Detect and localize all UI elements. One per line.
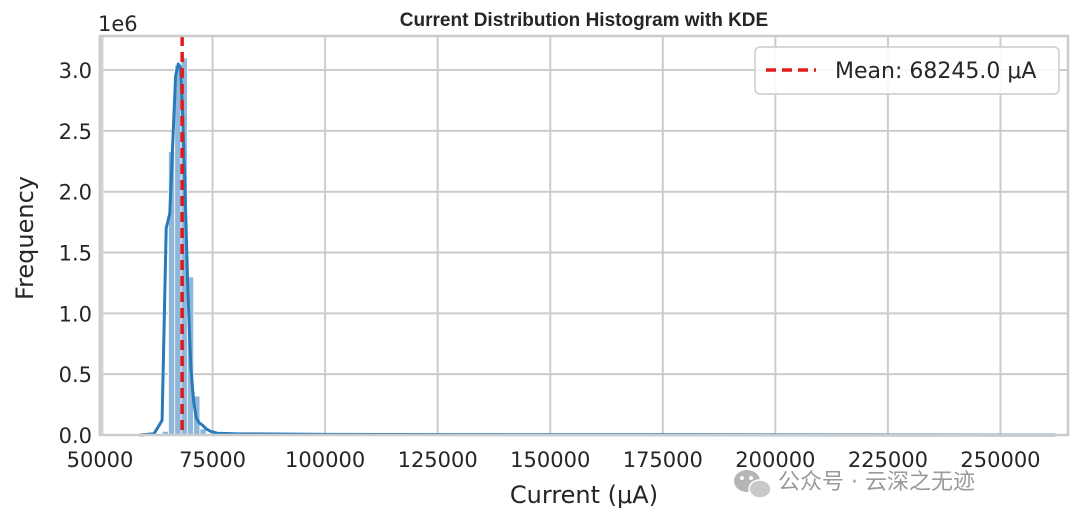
chart-title: Current Distribution Histogram with KDE — [400, 10, 768, 31]
y-axis-label: Frequency — [11, 176, 39, 300]
y-tick-label: 1.5 — [59, 242, 92, 266]
y-tick-label: 3.0 — [59, 59, 92, 83]
y-tick-label: 2.5 — [59, 120, 92, 144]
x-tick-label: 150000 — [510, 448, 590, 472]
y-tick-label: 2.0 — [59, 181, 92, 205]
legend: Mean: 68245.0 μA — [754, 46, 1060, 95]
x-tick-label: 75000 — [179, 448, 246, 472]
y-tick-label: 0.5 — [59, 363, 92, 387]
y-axis-ticks: 0.0 0.5 1.0 1.5 2.0 2.5 3.0 — [59, 59, 92, 448]
legend-mean-label: Mean: 68245.0 μA — [835, 59, 1036, 84]
x-tick-label: 50000 — [67, 448, 134, 472]
plot-frame — [98, 34, 1070, 437]
histogram-bar — [174, 64, 182, 436]
kde-line — [139, 62, 1056, 437]
y-tick-label: 0.0 — [59, 424, 92, 448]
y-tick-label: 1.0 — [59, 302, 92, 326]
kde-layer — [139, 62, 1056, 437]
x-tick-label: 250000 — [960, 448, 1040, 472]
watermark: 公众号 · 云深之无迹 — [734, 470, 975, 499]
x-tick-label: 125000 — [398, 448, 478, 472]
legend-box — [754, 46, 1060, 95]
x-axis-label: Current (μA) — [510, 481, 658, 509]
x-tick-label: 200000 — [735, 448, 815, 472]
x-tick-label: 225000 — [848, 448, 928, 472]
grid — [100, 36, 1068, 435]
y-offset-label: 1e6 — [98, 12, 138, 36]
wechat-icon — [734, 470, 772, 499]
x-tick-label: 100000 — [285, 448, 365, 472]
watermark-text: 公众号 · 云深之无迹 — [778, 470, 975, 495]
x-axis-ticks: 50000 75000 100000 125000 150000 175000 200000… — [67, 448, 1041, 472]
x-tick-label: 175000 — [623, 448, 703, 472]
